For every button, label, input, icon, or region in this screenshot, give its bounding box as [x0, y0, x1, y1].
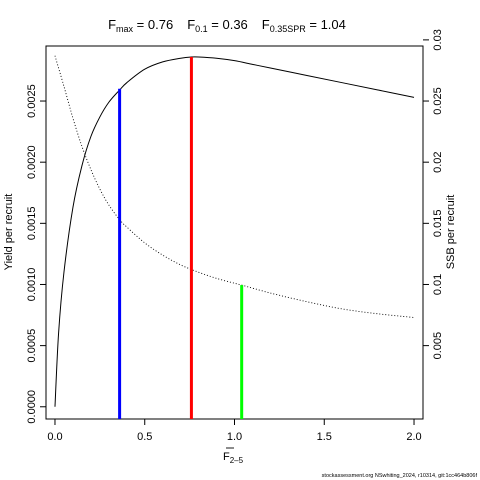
y-right-tick-label: 0.015 [432, 210, 444, 238]
fspr-subscript: 0.35SPR [270, 24, 307, 34]
fmax-value: = 0.76 [133, 17, 173, 32]
y-left-tick-label: 0.0020 [26, 145, 38, 179]
y-right-tick-label: 0.01 [432, 274, 444, 295]
y-left-tick-label: 0.0010 [26, 268, 38, 302]
f01-value: = 0.36 [208, 17, 248, 32]
x-tick-label: 2.0 [406, 431, 421, 443]
y-left-axis-label: Yield per recruit [3, 194, 15, 271]
fspr-value: = 1.04 [306, 17, 346, 32]
chart-title: Fmax = 0.76 F0.1 = 0.36 F0.35SPR = 1.04 [108, 17, 346, 34]
x-axis-label: F2–5 [223, 451, 244, 465]
x-axis-subscript: 2–5 [230, 456, 244, 465]
y-left-axis: 0.0000 0.0005 0.0010 0.0015 0.0020 0.0025 [26, 84, 46, 424]
reference-lines [118, 57, 244, 419]
y-left-tick-label: 0.0005 [26, 329, 38, 363]
y-right-tick-label: 0.025 [432, 87, 444, 115]
f01-subscript: 0.1 [195, 24, 208, 34]
fmax-subscript: max [116, 24, 134, 34]
fmax-symbol: F [108, 17, 116, 32]
y-right-axis-label: SSB per recruit [445, 195, 457, 270]
y-right-tick-label: 0.02 [432, 151, 444, 172]
y-right-tick-label: 0.005 [432, 332, 444, 360]
x-axis-symbol: F [223, 451, 230, 463]
f01-symbol: F [187, 17, 195, 32]
y-right-axis: 0.005 0.01 0.015 0.02 0.025 0.03 [423, 29, 444, 359]
x-tick-label: 0.0 [47, 431, 62, 443]
x-axis: 0.0 0.5 1.0 1.5 2.0 [47, 419, 422, 443]
y-right-tick-label: 0.03 [432, 29, 444, 50]
footer-credit: stockassessment.org NSwhiting_2024, r103… [322, 473, 478, 479]
fspr-symbol: F [262, 17, 270, 32]
x-tick-label: 1.0 [227, 431, 242, 443]
series-layer [54, 55, 415, 407]
y-left-tick-label: 0.0025 [26, 84, 38, 118]
y-left-tick-label: 0.0015 [26, 206, 38, 240]
x-tick-label: 1.5 [317, 431, 332, 443]
yield-per-recruit-line [54, 56, 415, 407]
x-tick-label: 0.5 [137, 431, 152, 443]
y-left-tick-label: 0.0000 [26, 390, 38, 424]
